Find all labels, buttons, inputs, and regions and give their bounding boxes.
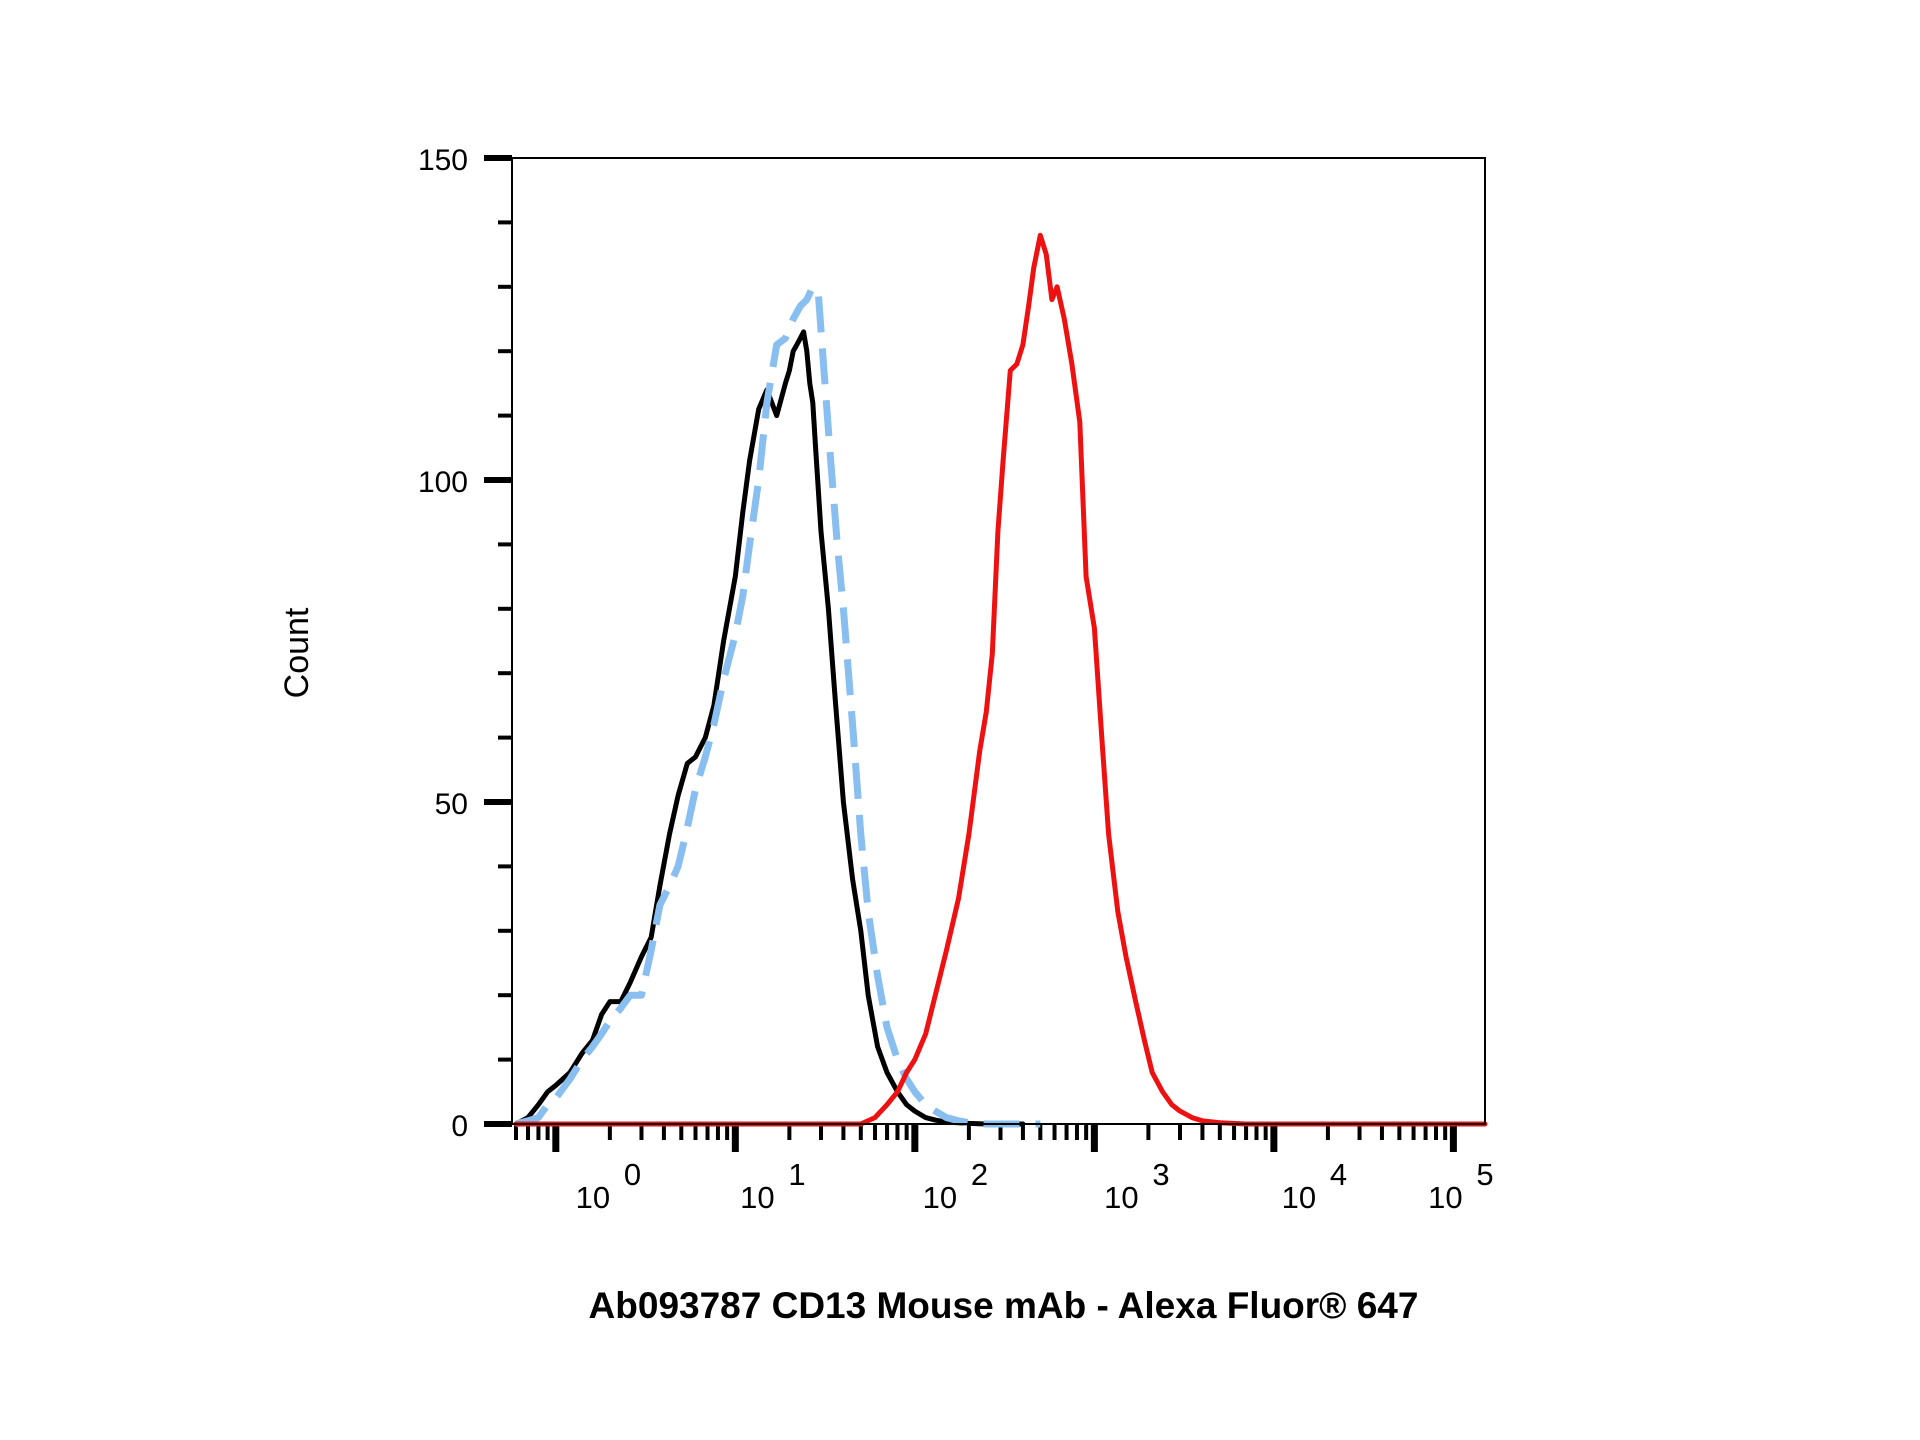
y-tick-label: 50 [435, 788, 468, 821]
y-tick-label: 100 [418, 466, 468, 499]
x-tick-label-exponent: 1 [788, 1157, 805, 1192]
x-tick-label-base: 10 [1282, 1180, 1316, 1215]
x-tick-label-base: 10 [1104, 1180, 1138, 1215]
x-axis-label: Ab093787 CD13 Mouse mAb - Alexa Fluor® 6… [589, 1285, 1419, 1326]
y-major-ticks [484, 155, 512, 1127]
x-tick-label-base: 10 [740, 1180, 774, 1215]
x-tick-label-exponent: 0 [624, 1157, 641, 1192]
y-tick-label: 0 [451, 1110, 468, 1143]
x-tick-label-base: 10 [923, 1180, 957, 1215]
series-layer [513, 232, 1488, 1128]
y-tick-labels: 0 50 100 150 [418, 144, 468, 1143]
plot-frame [511, 157, 1486, 1125]
x-tick-labels: 10 0 10 1 10 2 10 3 10 4 10 5 [576, 1157, 1494, 1215]
y-tick-label: 150 [418, 144, 468, 177]
series-line-3 [513, 232, 1488, 1127]
x-tick-label-exponent: 2 [971, 1157, 988, 1192]
y-minor-ticks [498, 220, 512, 1062]
x-tick-label-exponent: 4 [1330, 1157, 1347, 1192]
series-line-1 [513, 329, 1026, 1127]
x-major-ticks [552, 1124, 1457, 1152]
x-minor-ticks [513, 1124, 1448, 1140]
x-tick-label-exponent: 3 [1152, 1157, 1169, 1192]
x-tick-label-base: 10 [576, 1180, 610, 1215]
x-tick-label-base: 10 [1428, 1180, 1462, 1215]
series-line-2 [515, 283, 1041, 1128]
y-axis-label: Count [278, 607, 316, 698]
x-tick-label-exponent: 5 [1476, 1157, 1493, 1192]
